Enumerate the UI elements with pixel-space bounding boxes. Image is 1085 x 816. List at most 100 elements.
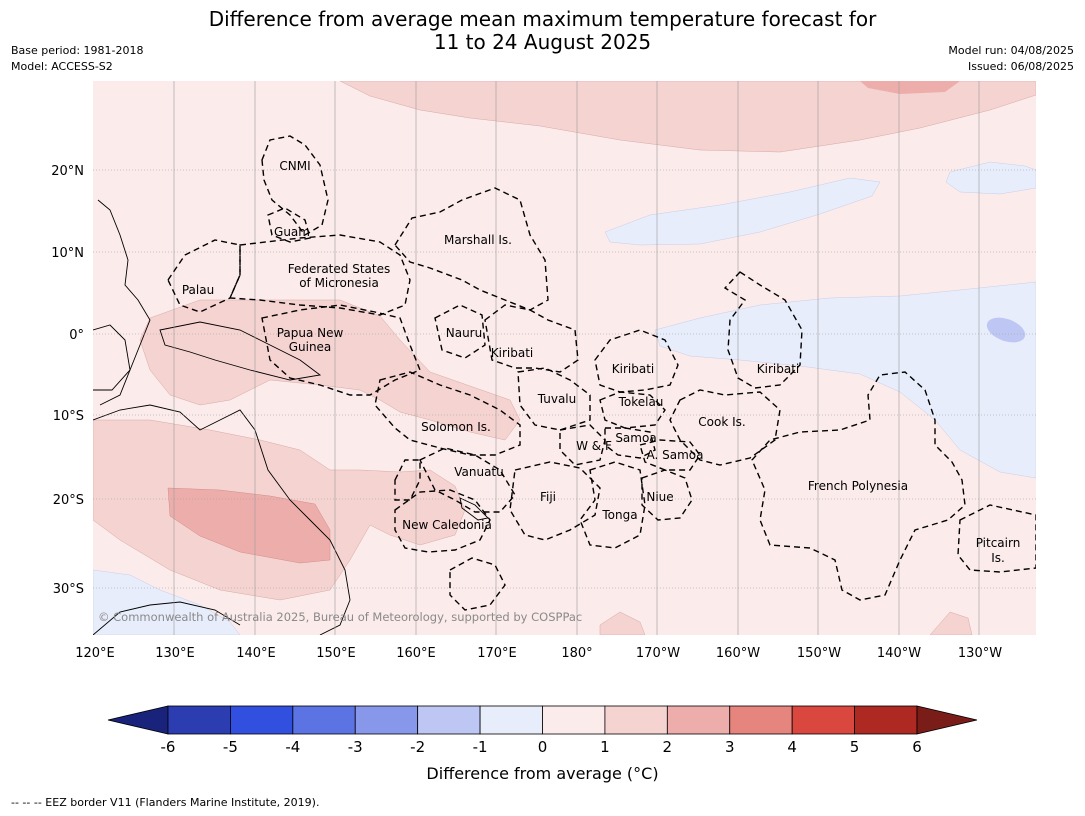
label-niue: Niue: [646, 490, 673, 504]
lon-label-140w: 140°W: [877, 646, 921, 661]
lon-label-130e: 130°E: [155, 646, 195, 661]
colorbar-segment: [854, 705, 918, 735]
colorbar-tick-label: -2: [410, 738, 425, 756]
label-cnmi: CNMI: [279, 159, 310, 173]
warm-anomaly-south: [599, 611, 973, 635]
cool-anomaly-hawaii: [945, 161, 1036, 195]
title-line-1: Difference from average mean maximum tem…: [208, 7, 877, 31]
label-png-line2: Guinea: [289, 340, 332, 354]
label-kiribati-west: Kiribati: [491, 346, 533, 360]
colorbar: -6 -5 -4 -3 -2 -1 0 1 2 3 4 5 6: [107, 705, 978, 756]
lon-label-180: 180°: [561, 646, 592, 661]
eez-footnote: -- -- -- EEZ border V11 (Flanders Marine…: [11, 796, 320, 809]
eez-pitcairn: [957, 504, 1036, 573]
colorbar-segment: [417, 705, 481, 735]
label-american-samoa: A. Samoa: [647, 448, 704, 462]
base-period: Base period: 1981-2018: [11, 44, 144, 57]
lat-label-20s: 20°S: [53, 493, 84, 508]
eez-samoa: [604, 427, 656, 459]
meta-left: Base period: 1981-2018 Model: ACCESS-S2: [11, 43, 143, 75]
colorbar-tick-label: 2: [663, 738, 673, 756]
colorbar-segment: [542, 705, 606, 735]
landmasses: [93, 199, 489, 635]
colorbar-segment: [292, 705, 356, 735]
label-guam: Guam: [274, 225, 310, 239]
colorbar-extend-high: [916, 705, 978, 735]
eez-kiribati-gilbert: [484, 304, 579, 373]
coast-australia: [93, 404, 351, 635]
eez-new-caledonia: [394, 489, 491, 553]
warm-anomaly-australia-strong: [167, 487, 331, 564]
graticule: [93, 81, 1036, 635]
label-pitcairn-line2: Is.: [991, 551, 1005, 565]
label-pitcairn-line1: Pitcairn: [976, 536, 1021, 550]
colorbar-tick-label: -3: [348, 738, 363, 756]
eez-micronesia: [228, 234, 411, 316]
eez-vanuatu: [419, 447, 516, 513]
label-fsm-line2: of Micronesia: [299, 276, 379, 290]
coast-borneo: [93, 324, 131, 391]
colorbar-tick-label: 6: [912, 738, 922, 756]
lat-label-10s: 10°S: [53, 409, 84, 424]
lat-label-0: 0°: [69, 328, 84, 343]
label-png-line1: Papua New: [277, 326, 344, 340]
lon-label-170e: 170°E: [477, 646, 517, 661]
label-fiji: Fiji: [540, 490, 556, 504]
eez-palau: [167, 239, 241, 313]
colorbar-tick-label: -1: [473, 738, 488, 756]
label-solomon-islands: Solomon Is.: [421, 420, 491, 434]
lat-label-20n: 20°N: [51, 164, 84, 179]
label-marshall-islands: Marshall Is.: [444, 233, 512, 247]
eez-kiribati-line: [723, 271, 803, 389]
eez-french-polynesia: [751, 371, 966, 601]
label-samoa: Samoa: [615, 431, 656, 445]
label-wallis-futuna: W & F: [576, 439, 612, 453]
eez-fiji: [509, 461, 601, 541]
label-nauru: Nauru: [446, 326, 482, 340]
map-area: CNMI Guam Marshall Is. Federated States …: [93, 81, 1036, 635]
eez-tokelau: [599, 391, 666, 429]
eez-kiribati-phoenix: [594, 329, 679, 393]
title-line-2: 11 to 24 August 2025: [433, 30, 652, 54]
label-tonga: Tonga: [601, 508, 637, 522]
longitude-labels: 120°E 130°E 140°E 150°E 160°E 170°E 180°…: [75, 646, 1002, 661]
cool-anomaly-core: [986, 317, 1026, 343]
copyright-notice: © Commonwealth of Australia 2025, Bureau…: [98, 610, 582, 624]
eez-solomon: [374, 371, 521, 456]
map-title: Difference from average mean maximum tem…: [0, 8, 1085, 54]
colorbar-tick-label: 4: [787, 738, 797, 756]
model-run: Model run: 04/08/2025: [948, 44, 1074, 57]
colorbar-extend-low: [107, 705, 169, 735]
label-palau: Palau: [182, 283, 214, 297]
cool-anomaly-southwest: [93, 569, 241, 635]
eez-guam: [267, 207, 311, 243]
colorbar-tick-label: -5: [223, 738, 238, 756]
lon-label-130w: 130°W: [958, 646, 1002, 661]
eez-tonga: [579, 461, 646, 549]
colorbar-tick-label: 1: [600, 738, 610, 756]
label-tokelau: Tokelau: [618, 395, 664, 409]
eez-norfolk: [449, 557, 506, 611]
eez-boundaries: [167, 135, 1036, 611]
label-french-polynesia: French Polynesia: [808, 479, 908, 493]
colorbar-tick-label: 3: [725, 738, 735, 756]
eez-wallis-futuna: [559, 424, 606, 466]
colorbar-tick-label: -4: [285, 738, 300, 756]
label-new-caledonia: New Caledonia: [402, 518, 492, 532]
label-tuvalu: Tuvalu: [537, 392, 577, 406]
colorbar-segment: [666, 705, 731, 735]
warm-anomaly-north-strong: [860, 81, 960, 94]
model-name: Model: ACCESS-S2: [11, 60, 113, 73]
coast-new-guinea: [159, 321, 322, 381]
lon-label-140e: 140°E: [236, 646, 276, 661]
eez-west-nc: [394, 459, 421, 501]
colorbar-segment: [791, 705, 855, 735]
eez-png: [261, 304, 421, 396]
coast-philippines: [97, 199, 151, 406]
colorbar-tick-label: -6: [161, 738, 176, 756]
lon-label-150e: 150°E: [316, 646, 356, 661]
label-cook-islands: Cook Is.: [698, 415, 745, 429]
lon-label-160w: 160°W: [716, 646, 760, 661]
lon-label-150w: 150°W: [797, 646, 841, 661]
